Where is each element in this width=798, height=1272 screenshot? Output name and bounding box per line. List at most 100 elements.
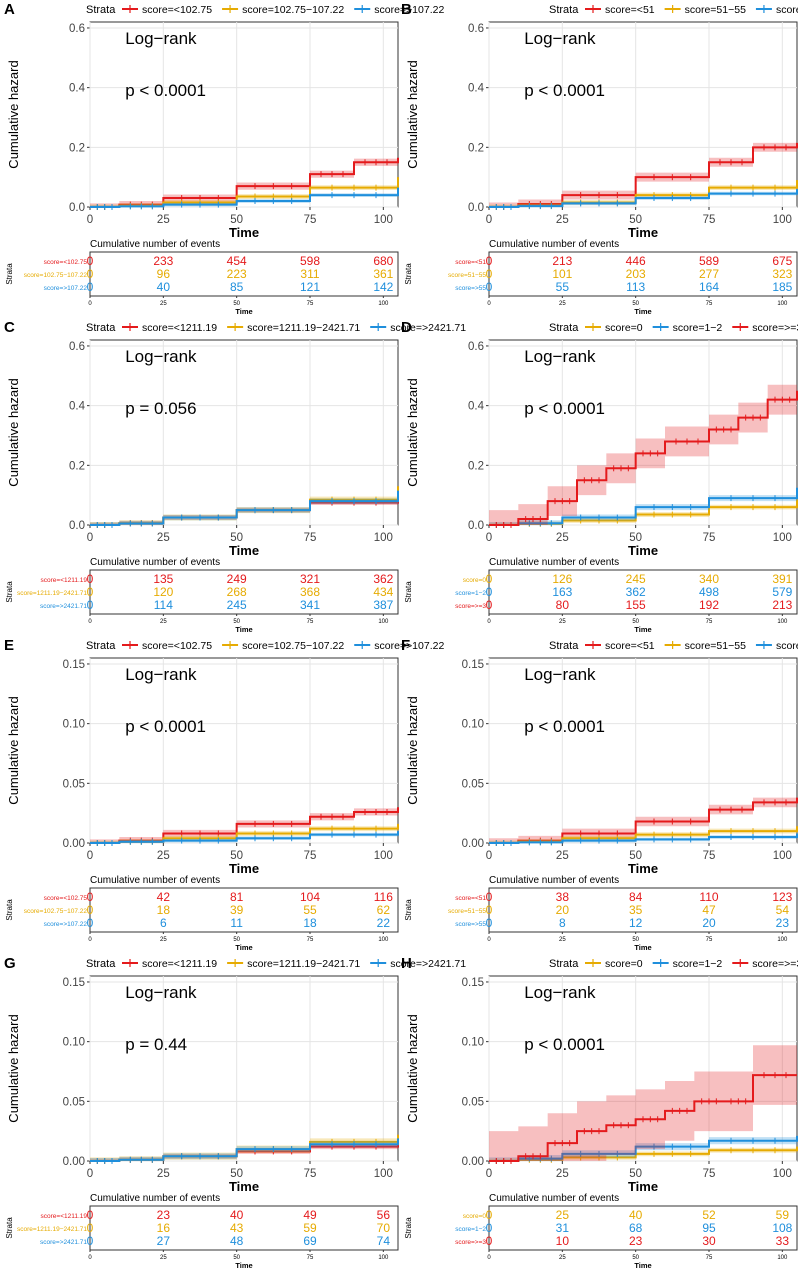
risk-event-count: 185	[772, 280, 792, 294]
risk-event-count: 108	[772, 1221, 792, 1235]
risk-event-count: 121	[300, 280, 320, 294]
risk-event-count: 95	[702, 1221, 716, 1235]
risk-event-count: 163	[552, 585, 572, 599]
risk-x-tick-label: 50	[233, 937, 240, 943]
risk-event-count: 368	[300, 585, 320, 599]
y-tick-label: 0.10	[63, 719, 85, 731]
p-value: p = 0.44	[125, 1035, 187, 1054]
risk-row-label: score=102.75−107.22	[24, 908, 88, 915]
risk-event-count: 25	[556, 1208, 570, 1222]
x-tick-label: 75	[703, 850, 716, 862]
panel-F: F Strata score=<51 score=51−55 score=>55 0.00…	[399, 636, 798, 954]
risk-table-frame	[488, 251, 798, 297]
chart-F: F Strata score=<51 score=51−55 score=>55 0.00…	[401, 637, 798, 952]
test-label: Log−rank	[524, 665, 596, 684]
risk-x-tick-label: 50	[632, 937, 639, 943]
risk-table-title: Cumulative number of events	[90, 557, 220, 568]
risk-x-tick-label: 0	[487, 937, 491, 943]
risk-row-label: score=<1211.19	[41, 1213, 88, 1220]
risk-event-count: 16	[157, 1221, 171, 1235]
risk-x-axis-label: Time	[634, 307, 651, 316]
legend-entry: score=1211.19−2421.71	[247, 322, 360, 334]
y-tick-label: 0.4	[468, 401, 485, 413]
risk-row-label: score=<102.75	[44, 259, 88, 266]
risk-x-tick-label: 0	[88, 619, 92, 625]
series-line	[489, 189, 798, 208]
risk-event-count: 114	[154, 598, 173, 612]
legend-title: Strata	[549, 958, 579, 970]
x-axis-label: Time	[229, 543, 259, 558]
risk-row-label: score=102.75−107.22	[24, 272, 88, 279]
risk-event-count: 85	[230, 280, 244, 294]
risk-x-tick-label: 0	[487, 619, 491, 625]
risk-event-count: 311	[300, 267, 319, 281]
legend-entry: score=<102.75	[142, 4, 212, 16]
risk-event-count: 48	[230, 1234, 244, 1248]
risk-event-count: 249	[227, 572, 247, 586]
series-line	[90, 490, 399, 526]
risk-table-title: Cumulative number of events	[489, 239, 619, 250]
series-line	[90, 807, 399, 844]
test-label: Log−rank	[125, 29, 197, 48]
risk-event-count: 18	[303, 916, 317, 930]
risk-event-count: 164	[699, 280, 719, 294]
legend-title: Strata	[86, 640, 116, 652]
risk-x-tick-label: 100	[378, 301, 389, 307]
plot-area	[89, 657, 399, 844]
legend-entry: score=51−55	[685, 640, 746, 652]
y-tick-label: 0.2	[69, 142, 85, 154]
p-value: p < 0.0001	[125, 717, 206, 736]
risk-event-count: 223	[227, 267, 247, 281]
risk-event-count: 40	[230, 1208, 244, 1222]
x-tick-label: 0	[486, 850, 492, 862]
test-label: Log−rank	[125, 347, 197, 366]
y-axis-label: Cumulative hazard	[405, 60, 420, 168]
x-axis-label: Time	[229, 225, 259, 240]
plot-area	[488, 339, 798, 526]
risk-event-count: 277	[699, 267, 719, 281]
y-axis-label: Cumulative hazard	[405, 1014, 420, 1122]
risk-event-count: 0	[87, 598, 94, 612]
risk-row-label: score=51−55	[448, 272, 486, 279]
x-axis-label: Time	[628, 861, 658, 876]
risk-event-count: 30	[702, 1234, 716, 1248]
p-value: p < 0.0001	[524, 399, 605, 418]
x-tick-label: 50	[629, 214, 642, 226]
risk-row-label: score=>107.22	[44, 285, 88, 292]
risk-table-ylabel: Strata	[5, 263, 14, 285]
x-tick-label: 0	[486, 532, 492, 544]
risk-event-count: 598	[300, 254, 320, 268]
risk-event-count: 498	[699, 585, 719, 599]
test-label: Log−rank	[125, 983, 197, 1002]
y-tick-label: 0.2	[468, 460, 484, 472]
risk-x-tick-label: 75	[307, 301, 314, 307]
panel-letter: G	[4, 955, 16, 972]
risk-x-tick-label: 100	[378, 937, 389, 943]
risk-event-count: 74	[377, 1234, 391, 1248]
risk-x-tick-label: 25	[559, 301, 566, 307]
risk-event-count: 126	[552, 572, 572, 586]
risk-x-axis-label: Time	[634, 1261, 651, 1270]
y-tick-label: 0.10	[462, 1037, 484, 1049]
risk-event-count: 0	[486, 890, 493, 904]
legend-entry: score=>107.22	[374, 640, 444, 652]
risk-event-count: 0	[87, 254, 94, 268]
y-axis-label: Cumulative hazard	[405, 378, 420, 486]
legend-entry: score=>2421.71	[390, 322, 466, 334]
risk-row-label: score=<51	[455, 259, 486, 266]
p-value: p < 0.0001	[524, 1035, 605, 1054]
risk-event-count: 55	[556, 280, 570, 294]
risk-event-count: 23	[629, 1234, 643, 1248]
chart-H: H Strata score=0 score=1−2 score=>=3 0.00 0.05…	[401, 955, 798, 1270]
y-tick-label: 0.00	[462, 838, 484, 850]
x-tick-label: 25	[556, 850, 569, 862]
risk-x-tick-label: 25	[160, 1255, 167, 1261]
ci-band	[90, 488, 398, 525]
risk-event-count: 589	[699, 254, 719, 268]
risk-row-label: score=>=3	[455, 603, 486, 610]
x-tick-label: 50	[629, 532, 642, 544]
risk-x-axis-label: Time	[235, 943, 252, 952]
risk-event-count: 362	[373, 572, 393, 586]
risk-event-count: 233	[153, 254, 173, 268]
y-tick-label: 0.0	[468, 520, 484, 532]
